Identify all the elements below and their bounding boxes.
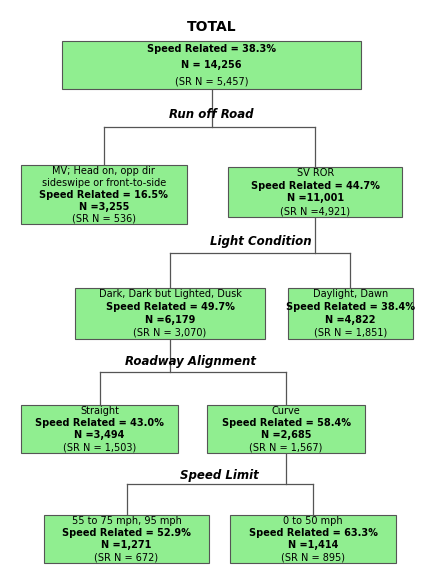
- Text: Speed Related = 58.4%: Speed Related = 58.4%: [222, 418, 351, 428]
- Text: Roadway Alignment: Roadway Alignment: [125, 355, 256, 368]
- FancyBboxPatch shape: [288, 288, 412, 339]
- Text: Daylight, Dawn: Daylight, Dawn: [313, 289, 388, 300]
- FancyBboxPatch shape: [207, 405, 365, 453]
- Text: Speed Limit: Speed Limit: [181, 469, 259, 482]
- Text: (SR N = 536): (SR N = 536): [72, 214, 136, 223]
- Text: N =1,271: N =1,271: [102, 540, 152, 550]
- Text: Speed Related = 63.3%: Speed Related = 63.3%: [249, 528, 377, 538]
- Text: Straight: Straight: [80, 406, 119, 416]
- Text: Speed Related = 52.9%: Speed Related = 52.9%: [62, 528, 191, 538]
- Text: (SR N = 895): (SR N = 895): [281, 552, 345, 562]
- Text: N =4,822: N =4,822: [325, 314, 376, 325]
- Text: sideswipe or front-to-side: sideswipe or front-to-side: [41, 178, 166, 188]
- Text: N =11,001: N =11,001: [286, 194, 344, 203]
- Text: N =3,494: N =3,494: [74, 430, 125, 440]
- Text: Dark, Dark but Lighted, Dusk: Dark, Dark but Lighted, Dusk: [99, 289, 242, 300]
- Text: (SR N = 672): (SR N = 672): [94, 552, 159, 562]
- Text: (SR N = 1,567): (SR N = 1,567): [250, 442, 323, 452]
- Text: MV; Head on, opp dir: MV; Head on, opp dir: [52, 166, 155, 176]
- Text: TOTAL: TOTAL: [187, 20, 236, 34]
- FancyBboxPatch shape: [44, 515, 209, 563]
- FancyBboxPatch shape: [21, 165, 187, 225]
- Text: 0 to 50 mph: 0 to 50 mph: [283, 516, 343, 526]
- Text: (SR N =4,921): (SR N =4,921): [280, 206, 350, 216]
- Text: Speed Related = 38.3%: Speed Related = 38.3%: [147, 44, 276, 54]
- Text: Light Condition: Light Condition: [210, 234, 312, 248]
- Text: Speed Related = 49.7%: Speed Related = 49.7%: [106, 302, 234, 312]
- Text: (SR N = 1,851): (SR N = 1,851): [314, 327, 387, 338]
- Text: N =2,685: N =2,685: [261, 430, 311, 440]
- Text: N =6,179: N =6,179: [145, 314, 195, 325]
- Text: (SR N = 1,503): (SR N = 1,503): [63, 442, 136, 452]
- Text: Run off Road: Run off Road: [169, 108, 254, 120]
- Text: 55 to 75 mph, 95 mph: 55 to 75 mph, 95 mph: [71, 516, 181, 526]
- Text: Speed Related = 43.0%: Speed Related = 43.0%: [35, 418, 164, 428]
- Text: (SR N = 5,457): (SR N = 5,457): [175, 76, 248, 86]
- Text: Speed Related = 44.7%: Speed Related = 44.7%: [251, 181, 379, 191]
- FancyBboxPatch shape: [230, 515, 396, 563]
- Text: N =3,255: N =3,255: [79, 202, 129, 212]
- FancyBboxPatch shape: [62, 41, 361, 89]
- Text: Curve: Curve: [272, 406, 300, 416]
- FancyBboxPatch shape: [75, 288, 265, 339]
- Text: (SR N = 3,070): (SR N = 3,070): [133, 327, 207, 338]
- Text: SV ROR: SV ROR: [297, 168, 334, 178]
- Text: N =1,414: N =1,414: [288, 540, 338, 550]
- Text: Speed Related = 38.4%: Speed Related = 38.4%: [286, 302, 415, 312]
- FancyBboxPatch shape: [21, 405, 179, 453]
- Text: Speed Related = 16.5%: Speed Related = 16.5%: [39, 190, 168, 200]
- FancyBboxPatch shape: [228, 166, 402, 218]
- Text: N = 14,256: N = 14,256: [181, 60, 242, 70]
